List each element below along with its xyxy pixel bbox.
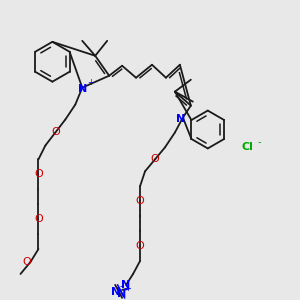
Text: O: O [151, 154, 159, 164]
Text: -: - [258, 137, 261, 148]
Text: N: N [78, 84, 87, 94]
Text: Cl: Cl [242, 142, 254, 152]
Text: O: O [22, 257, 31, 267]
Text: O: O [34, 214, 43, 224]
Text: N: N [176, 113, 185, 124]
Text: O: O [136, 196, 144, 206]
Text: -: - [119, 281, 123, 291]
Text: O: O [51, 128, 60, 137]
Text: +: + [87, 78, 94, 87]
Text: O: O [136, 241, 144, 251]
Text: O: O [34, 169, 43, 179]
Text: N: N [118, 289, 127, 299]
Text: N: N [122, 280, 131, 290]
Text: N: N [110, 287, 120, 297]
Text: +: + [124, 284, 131, 293]
